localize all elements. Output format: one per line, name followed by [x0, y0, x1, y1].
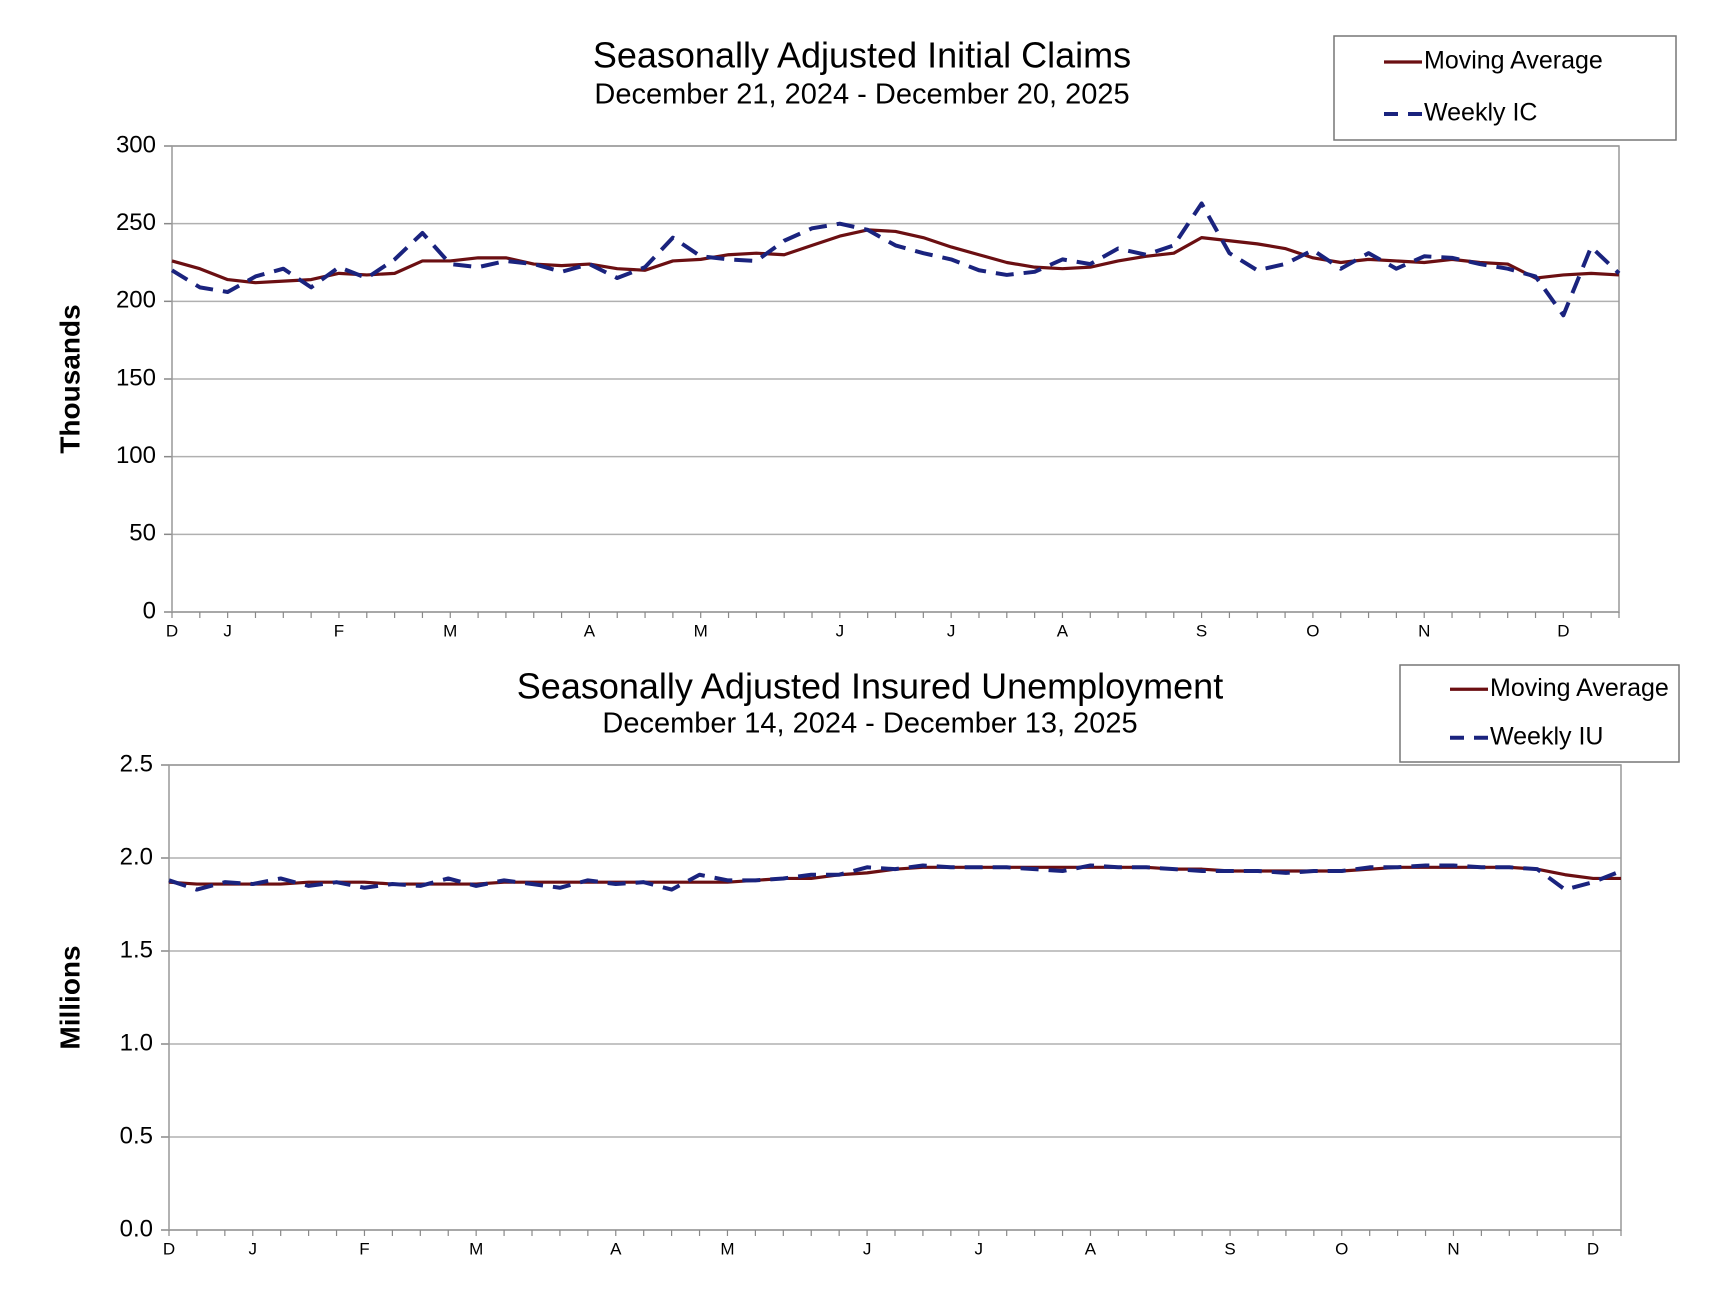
chart: Seasonally Adjusted Initial ClaimsDecemb… — [54, 35, 1677, 640]
y-axis-title: Millions — [54, 945, 85, 1049]
x-tick-label: F — [359, 1239, 369, 1258]
chart: Seasonally Adjusted Insured Unemployment… — [54, 664, 1680, 1258]
y-tick-label: 50 — [129, 520, 156, 547]
chart-subtitle: December 21, 2024 - December 20, 2025 — [594, 79, 1129, 111]
y-tick-label: 200 — [116, 287, 156, 314]
y-axis-title: Thousands — [54, 304, 85, 453]
x-tick-label: A — [610, 1239, 622, 1258]
x-tick-label: A — [1057, 621, 1069, 640]
x-tick-label: F — [334, 621, 344, 640]
x-tick-label: D — [166, 621, 178, 640]
x-tick-label: N — [1447, 1239, 1459, 1258]
legend-label: Moving Average — [1424, 47, 1603, 75]
plot-frame — [168, 764, 1622, 1231]
x-tick-label: J — [863, 1239, 872, 1258]
y-tick-label: 0.5 — [120, 1122, 153, 1149]
x-tick-label: J — [836, 621, 845, 640]
x-tick-label: J — [223, 621, 232, 640]
chart-title: Seasonally Adjusted Insured Unemployment — [517, 666, 1223, 707]
y-tick-label: 1.5 — [120, 936, 153, 963]
chart-subtitle: December 14, 2024 - December 13, 2025 — [602, 708, 1137, 740]
y-tick-label: 0 — [143, 597, 156, 624]
y-tick-label: 2.0 — [120, 843, 153, 870]
x-tick-label: A — [584, 621, 596, 640]
y-tick-label: 1.0 — [120, 1029, 153, 1056]
x-tick-label: D — [1587, 1239, 1599, 1258]
series-line — [168, 863, 1622, 892]
x-tick-label: D — [1557, 621, 1569, 640]
x-tick-label: A — [1085, 1239, 1097, 1258]
x-tick-label: M — [469, 1239, 483, 1258]
x-tick-label: D — [163, 1239, 175, 1258]
y-tick-label: 0.0 — [120, 1215, 153, 1242]
x-tick-label: J — [975, 1239, 984, 1258]
x-tick-label: N — [1418, 621, 1430, 640]
series-line — [171, 228, 1620, 285]
x-tick-label: M — [443, 621, 457, 640]
x-tick-label: M — [694, 621, 708, 640]
x-tick-label: S — [1196, 621, 1207, 640]
y-tick-label: 300 — [116, 131, 156, 158]
legend-label: Moving Average — [1490, 674, 1669, 702]
x-tick-label: M — [720, 1239, 734, 1258]
chart-title: Seasonally Adjusted Initial Claims — [593, 35, 1131, 76]
y-tick-label: 250 — [116, 209, 156, 236]
legend-label: Weekly IC — [1424, 99, 1537, 127]
y-tick-label: 150 — [116, 364, 156, 391]
x-tick-label: J — [947, 621, 956, 640]
legend-box — [1333, 35, 1677, 141]
x-tick-label: S — [1224, 1239, 1235, 1258]
y-tick-label: 2.5 — [120, 750, 153, 777]
legend-box — [1399, 664, 1680, 763]
x-tick-label: O — [1306, 621, 1319, 640]
y-tick-label: 100 — [116, 442, 156, 469]
x-tick-label: J — [249, 1239, 258, 1258]
series-line — [170, 201, 1621, 318]
legend-label: Weekly IU — [1490, 722, 1603, 750]
x-tick-label: O — [1335, 1239, 1348, 1258]
